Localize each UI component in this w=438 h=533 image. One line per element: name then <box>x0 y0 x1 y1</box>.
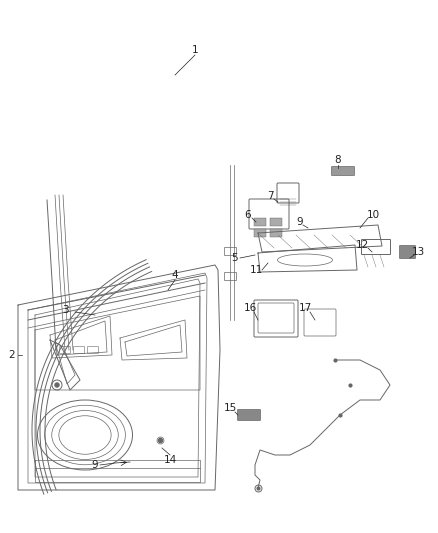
Bar <box>224 272 236 280</box>
Text: 4: 4 <box>172 270 178 280</box>
Text: 14: 14 <box>163 455 177 465</box>
Text: 2: 2 <box>9 350 15 360</box>
Text: 9: 9 <box>297 217 303 227</box>
Text: 10: 10 <box>367 210 380 220</box>
Text: 6: 6 <box>245 210 251 220</box>
Bar <box>254 229 266 237</box>
Bar <box>224 247 236 255</box>
Text: 1: 1 <box>192 45 198 55</box>
Text: 7: 7 <box>267 191 273 201</box>
FancyBboxPatch shape <box>237 409 261 421</box>
FancyBboxPatch shape <box>332 166 354 175</box>
Text: 11: 11 <box>249 265 263 275</box>
Text: 5: 5 <box>232 253 238 263</box>
Text: 17: 17 <box>298 303 311 313</box>
Text: 8: 8 <box>335 155 341 165</box>
Text: 12: 12 <box>355 240 369 250</box>
Text: 9: 9 <box>92 460 98 470</box>
Text: 16: 16 <box>244 303 257 313</box>
Text: 3: 3 <box>62 305 68 315</box>
Text: 13: 13 <box>411 247 424 257</box>
Bar <box>270 218 282 226</box>
Circle shape <box>54 383 60 387</box>
Bar <box>270 229 282 237</box>
Text: 15: 15 <box>223 403 237 413</box>
Bar <box>254 218 266 226</box>
FancyBboxPatch shape <box>399 246 416 259</box>
